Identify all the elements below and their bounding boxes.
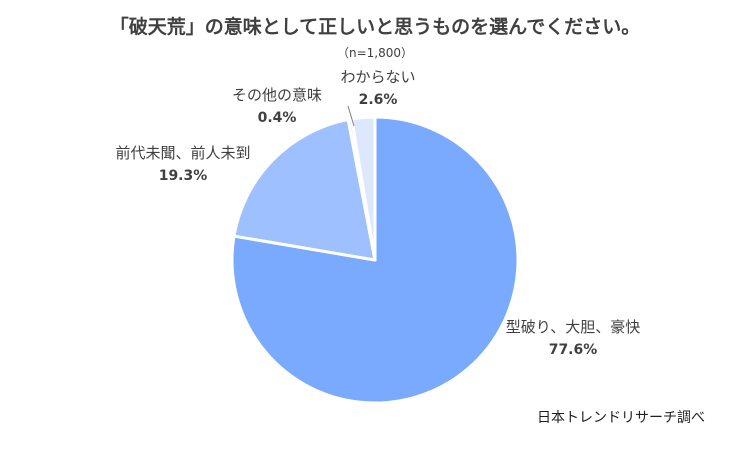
slice-value-2: 0.4% (258, 110, 297, 126)
slice-label-3: わからない (340, 68, 415, 86)
slice-label-2: その他の意味 (232, 86, 322, 104)
slice-labels: 型破り、大胆、豪快 77.6% 前代未聞、前人未到 19.3% その他の意味 0… (115, 68, 640, 358)
slice-label-0: 型破り、大胆、豪快 (506, 318, 640, 336)
slice-label-1: 前代未聞、前人未到 (115, 144, 250, 162)
slice-value-0: 77.6% (549, 342, 598, 358)
slice-value-1: 19.3% (159, 168, 208, 184)
chart-title: 「破天荒」の意味として正しいと思うものを選んでください。 (110, 15, 640, 38)
pie-slices (230, 115, 520, 405)
leader-line-other (347, 105, 355, 127)
pie-slice-1 (232, 118, 377, 262)
source-note: 日本トレンドリサーチ調べ (537, 410, 705, 426)
slice-value-3: 2.6% (359, 92, 398, 108)
sample-size-label: （n=1,800） (337, 46, 413, 60)
